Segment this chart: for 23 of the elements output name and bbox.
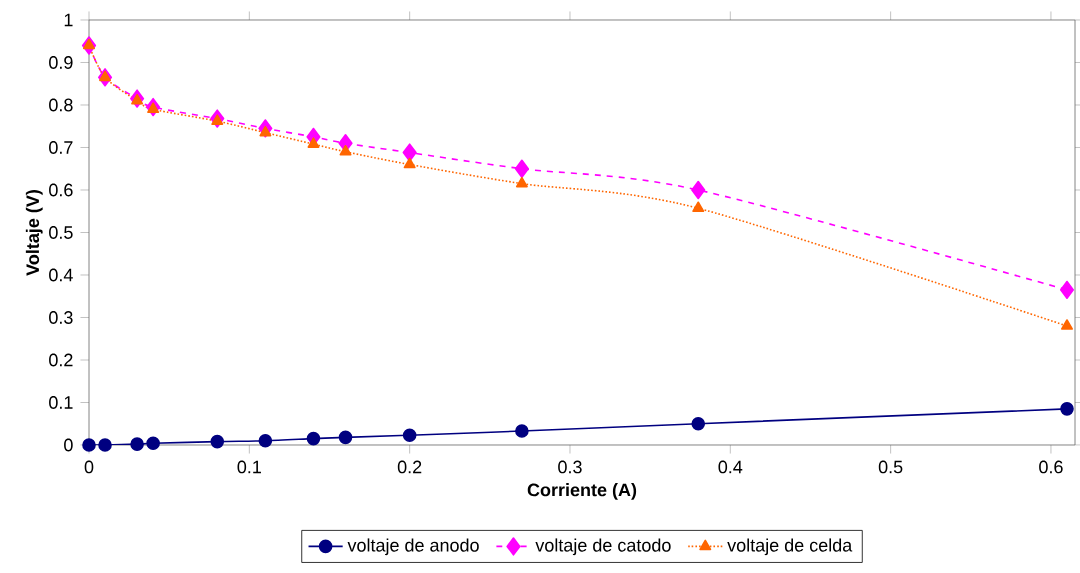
x-tick-label: 0.3 — [558, 460, 582, 474]
legend-label: voltaje de celda — [727, 538, 853, 556]
x-tick-label: 0.5 — [878, 460, 903, 474]
y-tick-label: 0.7 — [49, 141, 73, 154]
y-tick-label: 0 — [64, 438, 73, 452]
x-tick-label: 0.4 — [718, 460, 743, 474]
x-tick-label: 0.6 — [1039, 460, 1063, 474]
x-tick-label: 0.1 — [237, 460, 261, 474]
legend-label: voltaje de catodo — [535, 538, 671, 556]
y-tick-label: 1 — [64, 13, 73, 27]
legend-label: voltaje de anodo — [347, 538, 479, 556]
x-tick-label: 0 — [84, 460, 94, 474]
x-axis-title: Corriente (A) — [527, 483, 637, 500]
y-tick-label: 0.1 — [49, 396, 73, 409]
y-tick-label: 0.8 — [49, 98, 73, 112]
y-tick-label: 0.6 — [49, 183, 73, 197]
y-tick-label: 0.3 — [49, 311, 73, 324]
y-tick-label: 0.9 — [49, 56, 73, 69]
y-tick-label: 0.5 — [49, 226, 73, 239]
x-tick-label: 0.2 — [397, 460, 422, 474]
y-tick-label: 0.4 — [49, 268, 73, 282]
y-axis-title: Voltaje (V) — [25, 190, 43, 276]
y-tick-label: 0.2 — [49, 353, 73, 367]
